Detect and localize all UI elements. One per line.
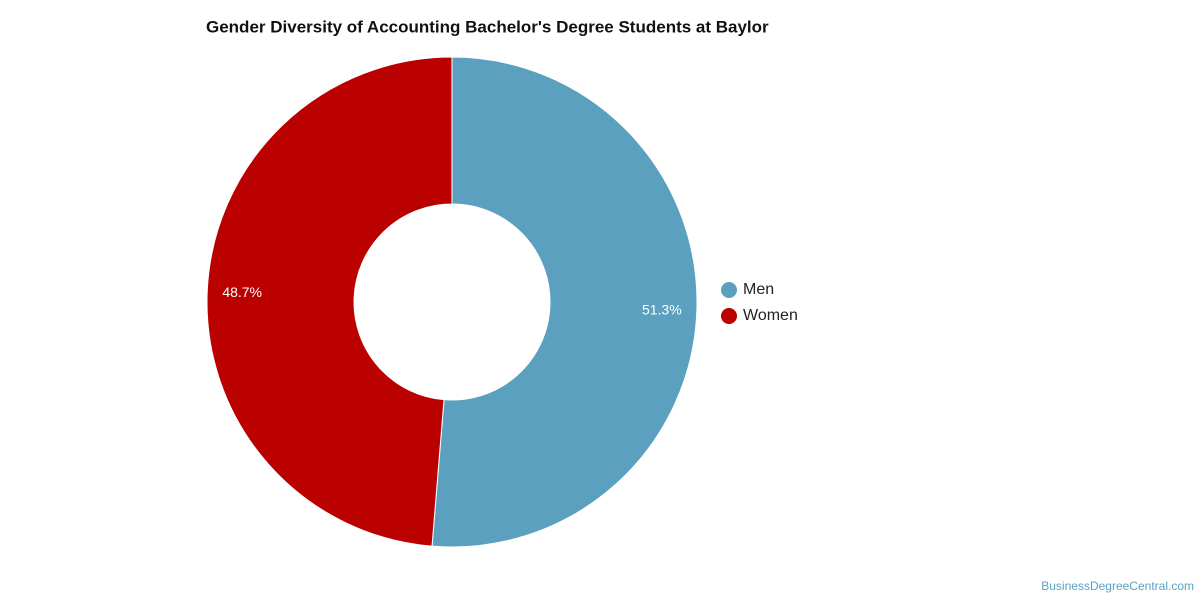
data-label: 51.3% — [642, 301, 682, 317]
slice — [431, 56, 698, 548]
data-label: 48.7% — [222, 284, 262, 300]
chart-title: Gender Diversity of Accounting Bachelor'… — [206, 17, 769, 36]
legend-label: Women — [743, 307, 798, 324]
legend-marker — [721, 282, 737, 298]
credit: BusinessDegreeCentral.com — [1041, 579, 1194, 593]
legend-marker — [721, 308, 737, 324]
legend-label: Men — [743, 281, 774, 298]
slice — [206, 56, 453, 547]
